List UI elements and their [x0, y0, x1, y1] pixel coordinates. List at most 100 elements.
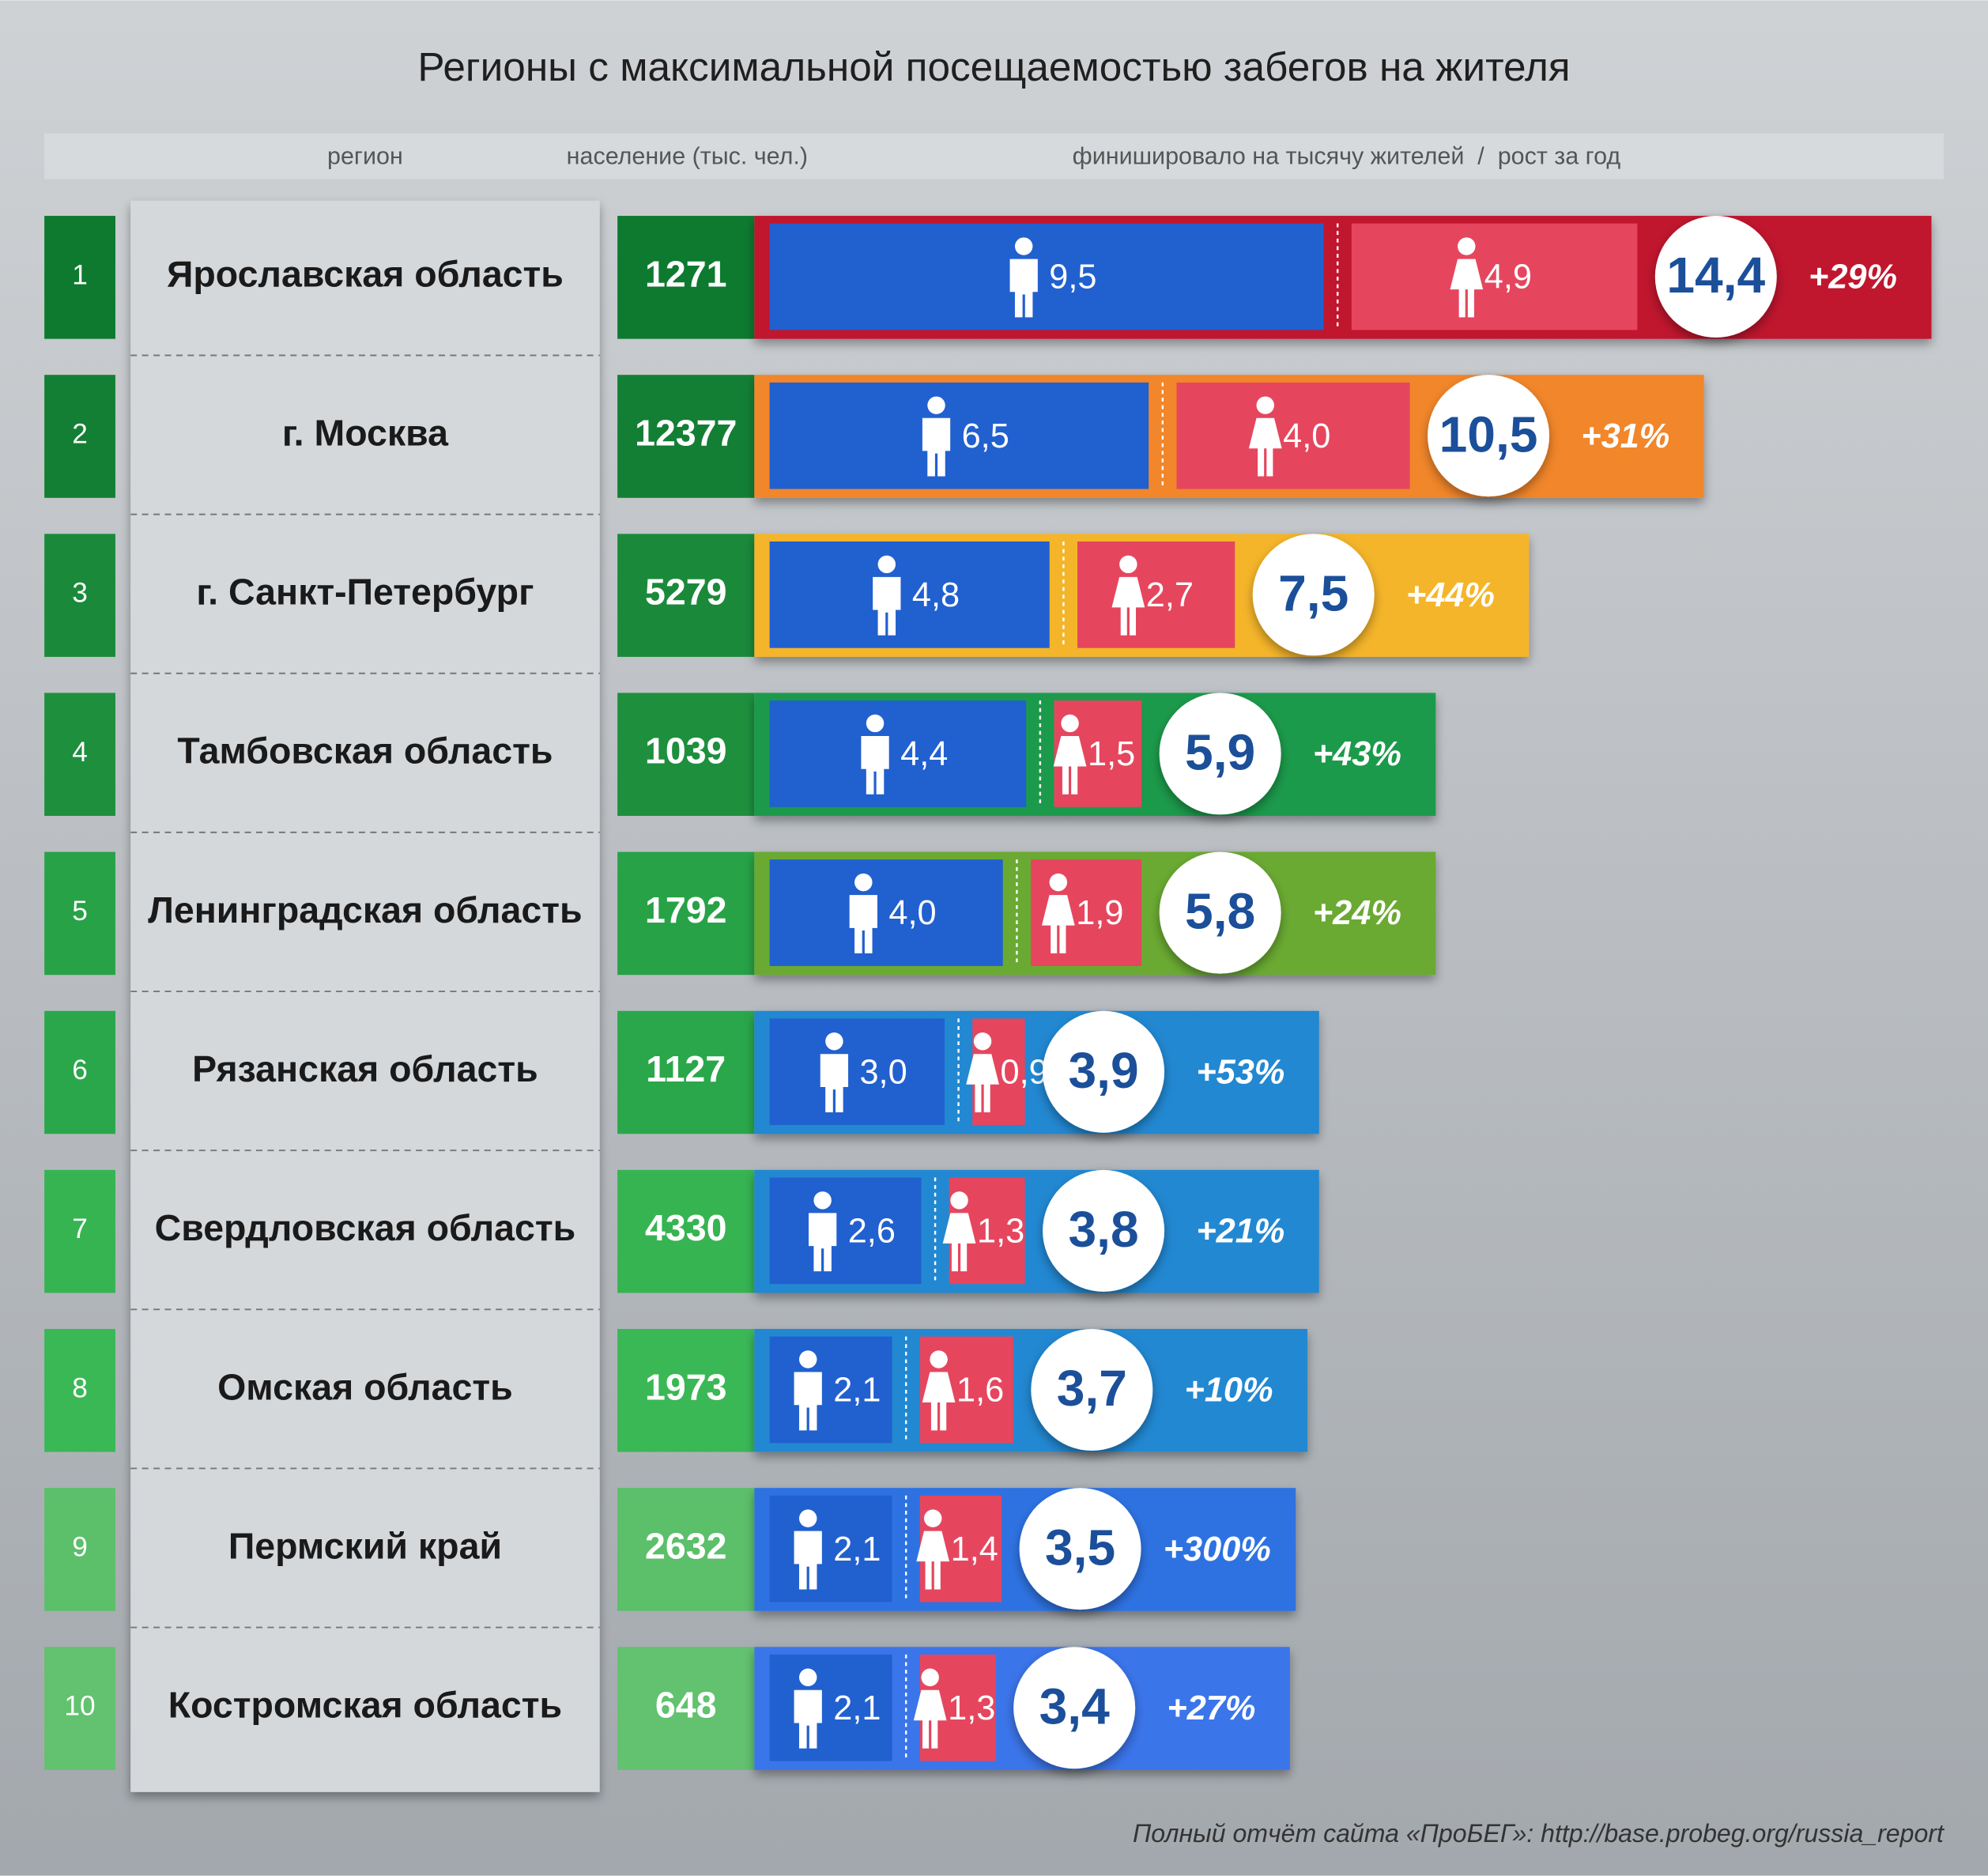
total-value: 5,8 [1185, 883, 1255, 940]
women-bar [1176, 382, 1410, 489]
man-icon [877, 555, 896, 574]
men-bar [769, 1018, 945, 1126]
women-value: 4,9 [1484, 259, 1532, 296]
total-circle [1654, 216, 1777, 338]
rank-box [44, 375, 115, 498]
women-value: 1,9 [1076, 894, 1123, 932]
population: 12377 [635, 412, 737, 453]
population: 648 [655, 1685, 717, 1726]
women-value: 1,5 [1088, 735, 1135, 773]
women-value: 4,0 [1283, 417, 1330, 455]
woman-icon [1248, 417, 1282, 477]
population-box [617, 216, 755, 339]
total-circle [1043, 1169, 1165, 1292]
total-circle [1031, 1328, 1153, 1451]
woman-icon [1256, 396, 1274, 414]
column-label: население (тыс. чел.) [567, 142, 808, 169]
total-value: 10,5 [1439, 406, 1538, 462]
total-circle [1252, 534, 1375, 656]
man-icon [866, 714, 885, 733]
women-bar [1351, 223, 1638, 330]
woman-icon [1061, 714, 1079, 733]
region-name: г. Москва [282, 412, 449, 453]
region-name: Омская область [217, 1366, 513, 1407]
total-value: 3,5 [1045, 1519, 1115, 1576]
man-icon [861, 735, 889, 795]
rank-box [44, 1169, 115, 1293]
region-name: Пермский край [228, 1525, 502, 1566]
man-icon [813, 1191, 832, 1210]
woman-icon [1041, 895, 1075, 953]
man-icon [794, 1531, 822, 1590]
growth-value: +24% [1313, 894, 1401, 932]
chart-title: Регионы с максимальной посещаемостью заб… [417, 44, 1570, 89]
population-box [617, 1488, 755, 1611]
rank: 10 [64, 1691, 95, 1722]
men-bar [769, 1177, 922, 1285]
growth-value: +21% [1196, 1212, 1284, 1250]
source-note: Полный отчёт сайта «ПроБЕГ»: http://base… [1133, 1819, 1945, 1848]
women-value: 1,3 [948, 1689, 995, 1727]
woman-icon [922, 1372, 956, 1431]
growth-value: +53% [1196, 1053, 1284, 1091]
growth-value: +43% [1313, 735, 1401, 773]
growth-value: +27% [1167, 1689, 1255, 1727]
column-label: регион [327, 142, 403, 169]
woman-icon [950, 1191, 968, 1210]
men-value: 3,0 [859, 1053, 907, 1091]
woman-icon [966, 1054, 999, 1113]
women-value: 1,6 [956, 1372, 1004, 1410]
man-icon [1014, 237, 1033, 255]
women-value: 0,9 [1001, 1053, 1048, 1091]
men-bar [769, 1336, 892, 1444]
growth-value: +44% [1406, 576, 1495, 614]
total-circle [1043, 1010, 1165, 1133]
population: 1973 [645, 1366, 726, 1407]
population-box [617, 693, 755, 817]
population-box [617, 1647, 755, 1770]
total-circle [1013, 1647, 1136, 1769]
woman-icon [1119, 555, 1137, 574]
total-circle [1019, 1488, 1141, 1610]
women-value: 1,3 [977, 1212, 1024, 1250]
woman-icon [921, 1668, 939, 1686]
region-name: Ярославская область [167, 253, 564, 294]
man-icon [825, 1032, 843, 1051]
men-value: 2,1 [833, 1372, 881, 1410]
growth-value: +300% [1164, 1531, 1271, 1568]
man-icon [809, 1213, 837, 1272]
man-icon [798, 1668, 817, 1686]
rank: 8 [72, 1372, 88, 1403]
men-bar [769, 1654, 892, 1761]
total-value: 7,5 [1278, 564, 1349, 621]
woman-icon [973, 1032, 992, 1051]
man-icon [927, 396, 945, 414]
woman-icon [1049, 873, 1068, 892]
region-name: Рязанская область [192, 1048, 538, 1089]
men-bar [769, 859, 1003, 966]
total-circle [1159, 693, 1281, 815]
header-band [44, 133, 1944, 179]
man-icon [820, 1054, 849, 1113]
man-icon [798, 1509, 817, 1527]
total-value: 3,8 [1068, 1201, 1138, 1258]
rank-box [44, 1647, 115, 1770]
region-name: Свердловская область [155, 1207, 576, 1248]
woman-icon [1458, 237, 1476, 255]
woman-icon [1111, 576, 1145, 636]
population-box [617, 1010, 755, 1134]
region-name: Ленинградская область [148, 889, 582, 930]
rank-box [44, 1488, 115, 1611]
woman-icon [930, 1350, 948, 1368]
total-value: 3,9 [1068, 1042, 1138, 1099]
men-value: 2,6 [848, 1212, 896, 1250]
man-icon [922, 417, 951, 477]
region-name: Костромская область [168, 1685, 562, 1726]
rank: 3 [72, 578, 88, 609]
population-box [617, 375, 755, 498]
man-icon [849, 895, 877, 953]
rank-box [44, 851, 115, 976]
men-bar [769, 541, 1050, 648]
